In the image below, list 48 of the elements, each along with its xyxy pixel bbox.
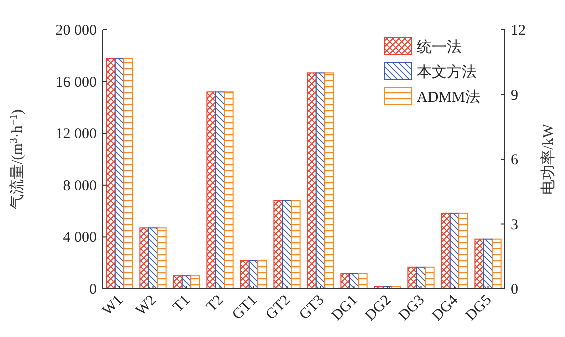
bar: [492, 238, 502, 290]
legend-label: 本文方法: [417, 64, 477, 81]
bar: [114, 58, 125, 290]
bar: [124, 58, 134, 290]
bar: [324, 72, 334, 290]
x-tick-label: GT1: [230, 292, 261, 324]
y-tick-label: 8 000: [63, 178, 97, 194]
bar: [258, 260, 268, 290]
bar: [282, 200, 292, 290]
y-tick-label: 0: [90, 282, 97, 298]
y-tick-label: 4 000: [63, 230, 97, 246]
x-tick-label: T2: [204, 292, 228, 316]
y-tick-label: 20 000: [56, 23, 97, 39]
bar: [458, 212, 468, 290]
x-tick-label: W1: [100, 292, 127, 320]
bar: [274, 200, 284, 290]
y2-axis-title: 电功率/kW: [540, 123, 557, 195]
x-tick-label: GT3: [296, 292, 328, 324]
bar: [358, 273, 368, 290]
x-tick-label: T1: [170, 292, 194, 316]
x-tick-label: W2: [133, 292, 160, 320]
bar: [157, 228, 167, 290]
legend-label: 统一法: [417, 39, 462, 56]
bar: [148, 228, 158, 290]
y-tick-label: 12 000: [56, 126, 97, 143]
x-tick-label: GT2: [263, 292, 294, 324]
y2-tick-label: 9: [511, 88, 518, 104]
x-tick-label: DG1: [329, 292, 362, 324]
bar: [291, 200, 301, 290]
bar: [190, 276, 200, 290]
y2-tick-label: 12: [511, 23, 526, 39]
y2-tick-label: 0: [511, 282, 518, 298]
bar: [450, 212, 460, 290]
legend-label: ADMM法: [417, 89, 480, 106]
bar: [316, 72, 326, 290]
bar: [224, 92, 234, 290]
bar: [206, 92, 216, 290]
bar: [240, 260, 250, 290]
bar: [106, 58, 116, 290]
bar: [140, 228, 150, 290]
bar: [307, 72, 317, 290]
bar: [441, 212, 451, 290]
bar: [425, 266, 435, 290]
y-tick-label: 16 000: [56, 74, 97, 91]
bar: [215, 92, 226, 290]
y2-tick-label: 3: [511, 217, 518, 234]
bar: [474, 238, 484, 290]
y2-tick-label: 6: [511, 152, 519, 168]
